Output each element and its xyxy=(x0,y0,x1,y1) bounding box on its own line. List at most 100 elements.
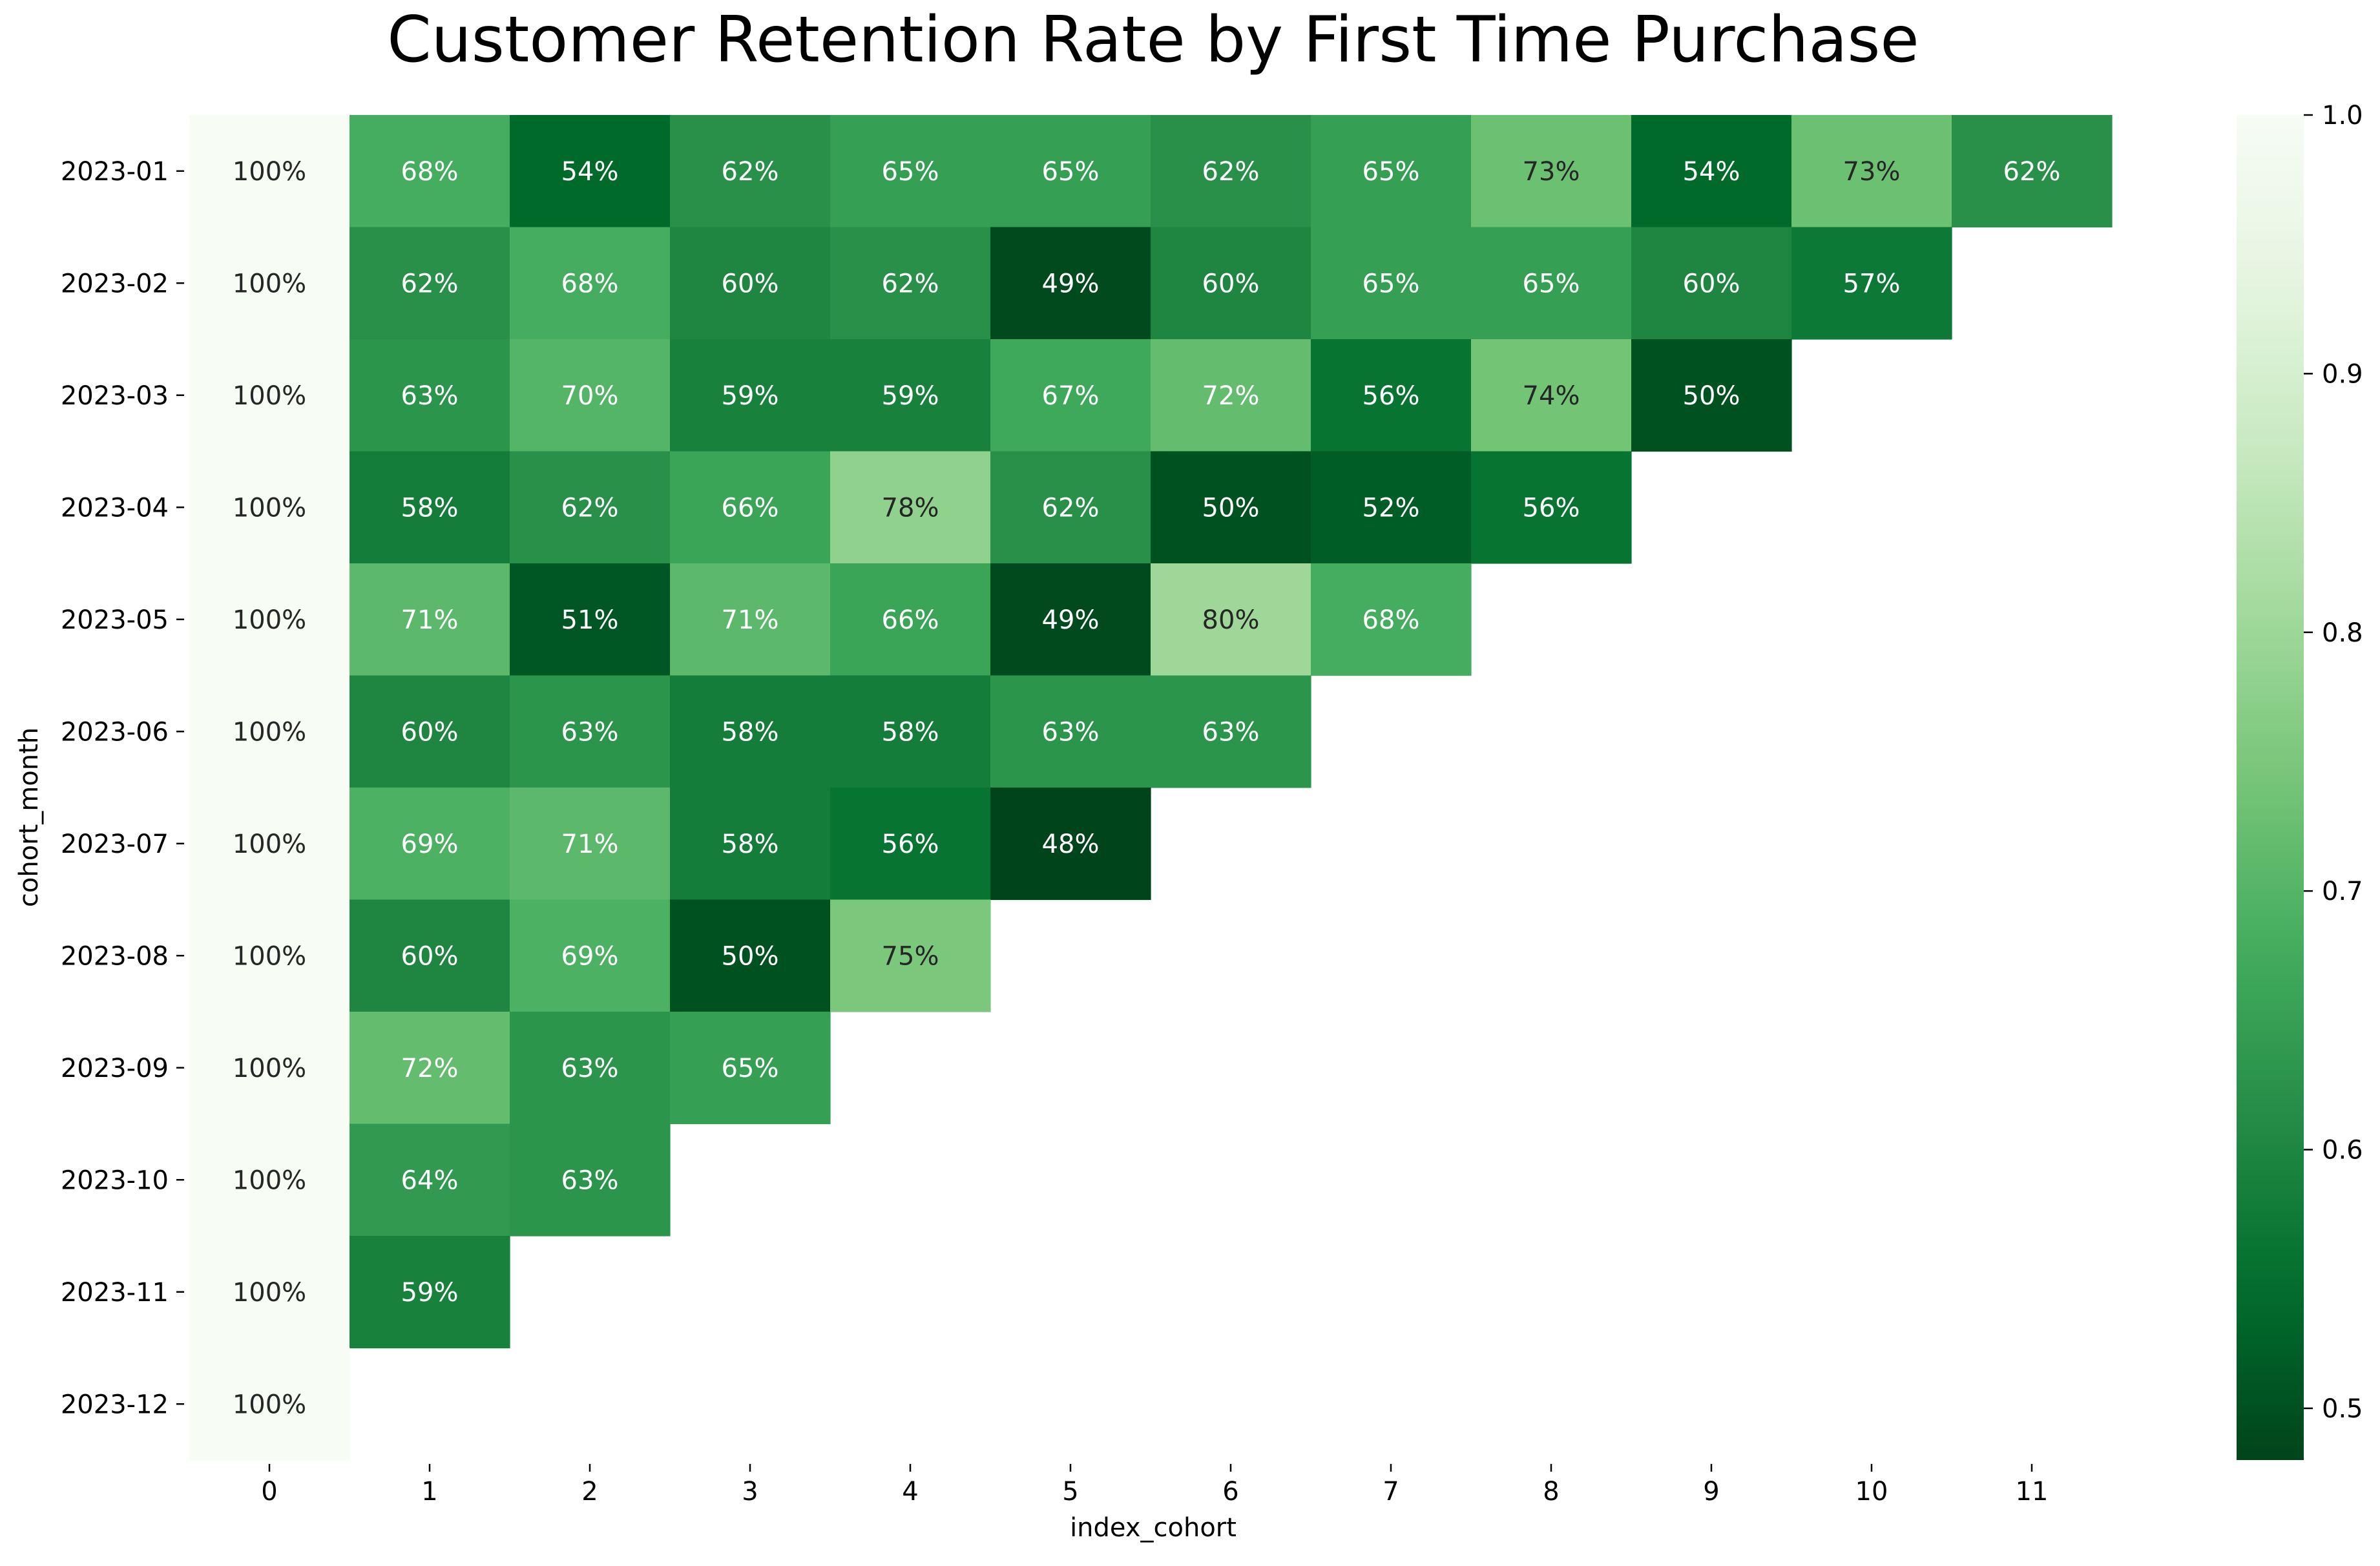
cell-value-label: 62% xyxy=(401,269,459,298)
heatmap-cell xyxy=(189,1123,350,1237)
cell-value-label: 68% xyxy=(1362,605,1420,635)
heatmap-cell xyxy=(189,563,350,676)
cell-value-label: 62% xyxy=(2003,157,2061,187)
heatmap-cell xyxy=(350,563,510,676)
heatmap-cell xyxy=(670,339,831,452)
cell-value-label: 50% xyxy=(1683,381,1740,411)
heatmap-cell xyxy=(1151,339,1311,452)
cell-value-label: 70% xyxy=(561,381,619,411)
heatmap-cell xyxy=(990,563,1151,676)
cell-value-label: 62% xyxy=(1202,157,1260,187)
x-tick-label: 1 xyxy=(421,1477,437,1507)
cell-value-label: 63% xyxy=(561,1054,619,1083)
heatmap-cell xyxy=(830,675,991,788)
heatmap-cell xyxy=(350,899,510,1012)
cell-value-label: 72% xyxy=(401,1054,459,1083)
cell-value-label: 63% xyxy=(561,1165,619,1195)
y-tick-label: 2023-01 xyxy=(61,157,169,187)
cell-value-label: 73% xyxy=(1843,157,1901,187)
chart-title: Customer Retention Rate by First Time Pu… xyxy=(387,3,1919,77)
heatmap-cell xyxy=(510,563,671,676)
cell-value-label: 60% xyxy=(1202,269,1260,298)
heatmap-cell xyxy=(670,675,831,788)
cell-value-label: 65% xyxy=(1362,269,1420,298)
heatmap-cell xyxy=(510,1012,671,1125)
cell-value-label: 62% xyxy=(722,157,779,187)
cell-value-label: 62% xyxy=(882,269,939,298)
cell-value-label: 60% xyxy=(401,941,459,971)
heatmap-cell xyxy=(189,115,350,228)
cell-value-label: 49% xyxy=(1042,605,1100,635)
heatmap-cell xyxy=(350,788,510,901)
x-tick-label: 10 xyxy=(1855,1477,1888,1507)
heatmap-cell xyxy=(1791,227,1952,340)
heatmap-cell xyxy=(830,115,991,228)
y-tick-label: 2023-04 xyxy=(61,493,169,523)
heatmap-cell xyxy=(350,115,510,228)
cell-value-label: 65% xyxy=(1362,157,1420,187)
cell-value-label: 63% xyxy=(401,381,459,411)
heatmap-cell xyxy=(990,339,1151,452)
heatmap-cell xyxy=(189,227,350,340)
cell-value-label: 58% xyxy=(722,830,779,859)
heatmap-cell xyxy=(189,1236,350,1349)
cell-value-label: 62% xyxy=(561,493,619,523)
cell-value-label: 78% xyxy=(882,493,939,523)
heatmap-cell xyxy=(670,899,831,1012)
cell-value-label: 60% xyxy=(722,269,779,298)
heatmap-cell xyxy=(510,899,671,1012)
x-tick-label: 0 xyxy=(261,1477,277,1507)
cell-value-label: 59% xyxy=(882,381,939,411)
cell-value-label: 100% xyxy=(233,1054,306,1083)
heatmap-cell xyxy=(189,451,350,564)
heatmap-cell xyxy=(830,339,991,452)
heatmap-cell xyxy=(510,339,671,452)
heatmap-cell xyxy=(350,227,510,340)
cell-value-label: 80% xyxy=(1202,605,1260,635)
heatmap-cells: 100% 68% 54% 62% 65% 65% 62% 65% 73% 54% 73% 62% 100… xyxy=(189,115,2113,1461)
heatmap-cell xyxy=(670,115,831,228)
cell-value-label: 75% xyxy=(882,941,939,971)
cell-value-label: 58% xyxy=(401,493,459,523)
heatmap-cell xyxy=(189,675,350,788)
heatmap-cell xyxy=(1151,563,1311,676)
y-tick-label: 2023-06 xyxy=(61,717,169,747)
y-tick-label: 2023-08 xyxy=(61,941,169,971)
heatmap-cell xyxy=(670,1012,831,1125)
y-axis: 2023-01 2023-02 2023-03 2023-04 2023-05 2023-… xyxy=(61,157,184,1419)
cell-value-label: 100% xyxy=(233,493,306,523)
cell-value-label: 65% xyxy=(1042,157,1100,187)
heatmap-cell xyxy=(350,1236,510,1349)
x-tick-label: 9 xyxy=(1703,1477,1719,1507)
heatmap-cell xyxy=(189,1348,350,1461)
cell-value-label: 68% xyxy=(561,269,619,298)
heatmap-cell xyxy=(1311,227,1472,340)
heatmap-cell xyxy=(990,227,1151,340)
heatmap-cell xyxy=(189,1012,350,1125)
heatmap-cell xyxy=(1151,451,1311,564)
heatmap-cell xyxy=(990,115,1151,228)
cell-value-label: 54% xyxy=(561,157,619,187)
cell-value-label: 67% xyxy=(1042,381,1100,411)
heatmap-cell xyxy=(1471,227,1632,340)
y-tick-label: 2023-07 xyxy=(61,830,169,859)
cell-value-label: 64% xyxy=(401,1165,459,1195)
cell-value-label: 65% xyxy=(1523,269,1580,298)
heatmap-cell xyxy=(189,339,350,452)
cell-value-label: 50% xyxy=(1202,493,1260,523)
cell-value-label: 66% xyxy=(882,605,939,635)
cell-value-label: 48% xyxy=(1042,830,1100,859)
colorbar-gradient xyxy=(2237,115,2304,1460)
cell-value-label: 63% xyxy=(561,717,619,747)
colorbar-tick-label: 1.0 xyxy=(2322,101,2363,130)
heatmap-cell xyxy=(830,563,991,676)
cell-value-label: 68% xyxy=(401,157,459,187)
cell-value-label: 59% xyxy=(401,1278,459,1308)
heatmap-cell xyxy=(350,1012,510,1125)
cell-value-label: 100% xyxy=(233,381,306,411)
y-tick-label: 2023-12 xyxy=(61,1390,169,1419)
heatmap-cell xyxy=(1631,115,1792,228)
heatmap-cell xyxy=(1791,115,1952,228)
heatmap-cell xyxy=(350,675,510,788)
